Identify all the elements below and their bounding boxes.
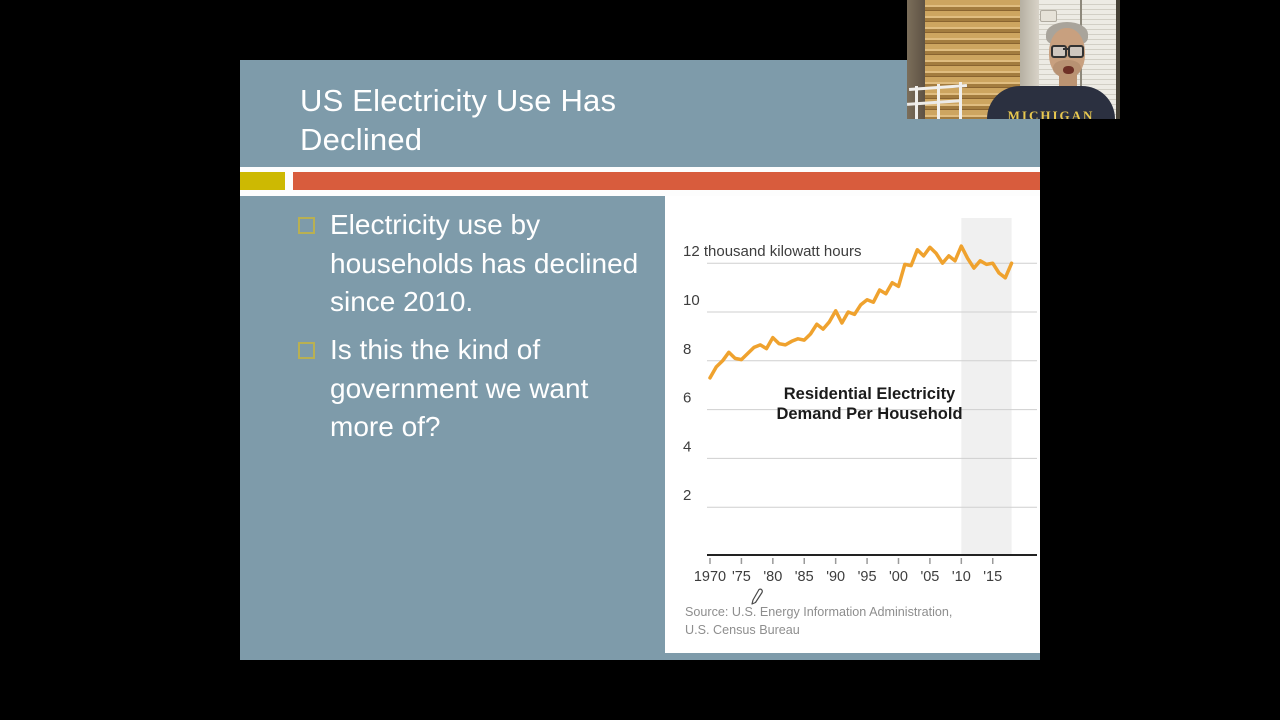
glasses-lens — [1068, 45, 1084, 58]
y-tick-label: 8 — [683, 341, 691, 358]
square-bullet-icon — [298, 341, 315, 359]
glasses-bridge — [1063, 48, 1069, 50]
pen-cursor-icon — [751, 588, 763, 605]
sweatshirt-text: MICHIGAN — [1007, 108, 1095, 119]
x-tick-label: '75 — [732, 569, 751, 585]
y-tick-label: 10 — [683, 292, 700, 309]
webcam-cart-leg — [937, 84, 940, 119]
x-tick-label: '80 — [763, 569, 782, 585]
person-neck — [1059, 74, 1077, 88]
x-tick-label: '85 — [795, 569, 814, 585]
y-tick-label: 2 — [683, 487, 691, 504]
y-tick-label: 6 — [683, 390, 691, 407]
x-tick-label: '05 — [920, 569, 939, 585]
webcam-outlet — [1040, 10, 1057, 22]
chart-source-line2: U.S. Census Bureau — [685, 622, 800, 637]
webcam-video[interactable]: MICHIGAN — [907, 0, 1120, 119]
accent-orange-bar — [293, 172, 1040, 190]
bullet-item: Electricity use by households has declin… — [298, 206, 643, 322]
person-sweatshirt: MICHIGAN — [987, 86, 1115, 119]
x-tick-label: '10 — [952, 569, 971, 585]
x-tick-label: '95 — [858, 569, 877, 585]
presentation-slide: US Electricity Use Has Declined Electric… — [240, 60, 1040, 660]
chart-source-line1: Source: U.S. Energy Information Administ… — [685, 605, 953, 619]
accent-band — [240, 167, 1040, 196]
y-tick-label: 12 thousand kilowatt hours — [683, 243, 861, 260]
webcam-cart-leg — [959, 82, 962, 119]
chart-panel: 2 4 6 8 10 12 thousand kilowatt hours 1970 '75 '… — [665, 196, 1040, 653]
x-tick-label: '00 — [889, 569, 908, 585]
y-tick-label: 4 — [683, 438, 691, 455]
electricity-demand-line-chart: 2 4 6 8 10 12 thousand kilowatt hours 1970 '75 '… — [683, 218, 1037, 585]
webcam-cart-leg — [915, 86, 918, 119]
bullet-item: Is this the kind of government we want m… — [298, 331, 643, 447]
chart-title: Residential Electricity Demand Per House… — [776, 385, 963, 424]
chart-source: Source: U.S. Energy Information Administ… — [685, 604, 1025, 640]
square-bullet-icon — [298, 217, 315, 234]
glasses-lens — [1051, 45, 1067, 58]
bullet-text: Is this the kind of government we want m… — [330, 333, 589, 443]
slide-title: US Electricity Use Has Declined — [300, 83, 617, 157]
x-tick-label: '90 — [826, 569, 845, 585]
demand-line-series — [708, 244, 1014, 380]
bullet-text: Electricity use by households has declin… — [330, 209, 639, 318]
bullet-list: Electricity use by households has declin… — [298, 206, 643, 456]
x-tick-label: '15 — [983, 569, 1002, 585]
x-tick-label: 1970 — [694, 569, 726, 585]
person-mouth — [1063, 66, 1074, 74]
glasses-icon — [1051, 45, 1084, 58]
webcam-door-shadow — [1116, 0, 1120, 119]
accent-yellow-square — [240, 172, 285, 190]
